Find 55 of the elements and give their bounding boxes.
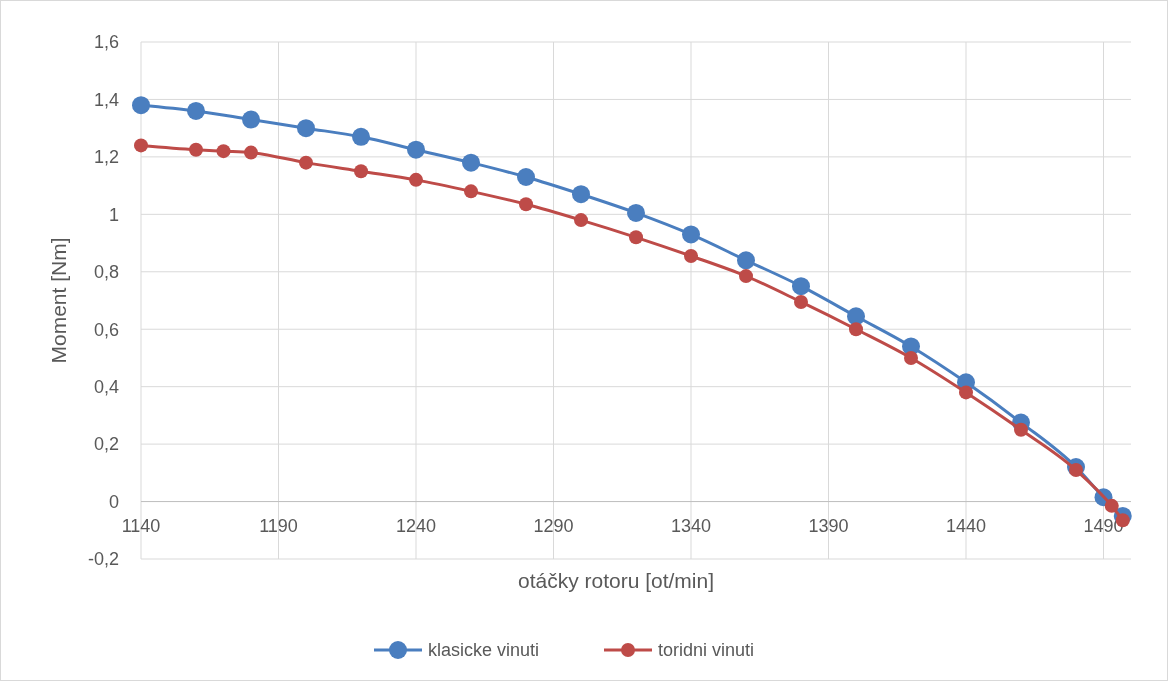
point (187, 101, 205, 120)
point (572, 185, 590, 204)
point (627, 203, 645, 222)
y-tick-label: 0 (108, 491, 119, 512)
point (684, 248, 698, 263)
point (847, 307, 865, 326)
point (1104, 498, 1119, 513)
y-tick-label: 1 (108, 204, 119, 225)
point (519, 197, 533, 212)
x-tick-label: 1440 (945, 515, 987, 536)
y-axis-title: Moment [Nm] (47, 237, 70, 364)
point (574, 213, 588, 228)
y-tick-label: 0,4 (93, 376, 119, 397)
legend-label: toridni vinuti (658, 640, 755, 661)
point (517, 167, 535, 186)
point (904, 350, 918, 365)
point (242, 110, 260, 129)
point (792, 277, 810, 296)
x-tick-label: 1140 (121, 515, 161, 536)
point (462, 153, 480, 172)
x-tick-label: 1290 (533, 515, 574, 536)
point (464, 184, 478, 199)
point (299, 155, 313, 170)
x-tick-label: 1390 (808, 515, 849, 536)
point (629, 230, 643, 245)
point (739, 269, 753, 284)
point (352, 127, 370, 146)
y-tick-label: 0,6 (93, 319, 119, 340)
y-tick-label: 1,4 (93, 89, 119, 110)
point (1069, 462, 1083, 477)
point (132, 96, 150, 115)
x-tick-label: 1190 (259, 515, 298, 536)
point (297, 119, 315, 138)
x-tick-label: 1340 (670, 515, 712, 536)
point (409, 172, 423, 187)
point (407, 140, 425, 159)
y-tick-label: 1,2 (93, 147, 119, 168)
y-tick-label: -0,2 (87, 549, 119, 570)
x-tick-label: 1240 (395, 515, 437, 536)
point (1014, 422, 1028, 437)
point (849, 322, 863, 337)
point (959, 385, 973, 400)
point (794, 294, 808, 309)
point (244, 145, 258, 160)
legend-label: klasicke vinuti (428, 640, 540, 661)
y-tick-label: 0,2 (93, 434, 119, 455)
y-tick-label: 0,8 (93, 262, 119, 283)
y-tick-label: 1,6 (93, 32, 119, 53)
point (216, 144, 231, 159)
x-axis-title: otáčky rotoru [ot/min] (517, 569, 715, 592)
point (354, 164, 368, 179)
point (134, 138, 148, 153)
point (682, 225, 700, 244)
point (737, 251, 755, 270)
point (189, 142, 203, 157)
